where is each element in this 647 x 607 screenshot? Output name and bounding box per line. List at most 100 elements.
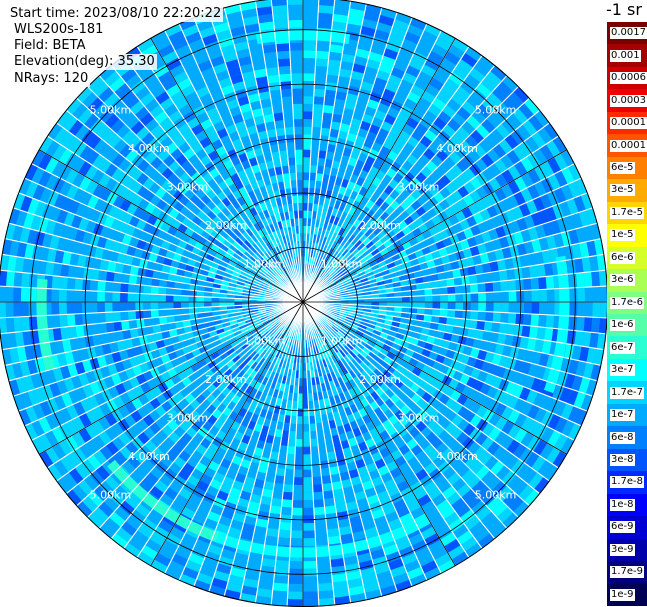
- ring-label: 2.00km: [359, 219, 401, 232]
- spoke-300: [38, 149, 304, 303]
- colorbar-tick-label: 1e-7: [610, 409, 635, 422]
- range-rings: [30, 29, 576, 575]
- colorbar: 0.0017 0.001 0.0006 0.0003 0.00017 0.0001 6e-5…: [607, 22, 647, 607]
- ppi-plot: 1.00km 1.00km 1.00km 1.00km 2.00km 2.00km 2.00…: [0, 0, 607, 607]
- ring-label: 5.00km: [90, 103, 132, 116]
- colorbar-tick-label: 0.0001: [610, 139, 647, 152]
- elevation-label: Elevation(deg): 35.30: [12, 54, 157, 70]
- colorbar-tick-label: 3e-5: [610, 184, 635, 197]
- colorbar-tick-label: 0.00017: [610, 117, 647, 130]
- colorbar-cell: 6e-6: [607, 246, 647, 270]
- colorbar-cell: 6e-8: [607, 426, 647, 450]
- colorbar-tick-label: 0.0003: [610, 94, 647, 107]
- colorbar-tick-label: 6e-8: [610, 431, 635, 444]
- colorbar-cell: 0.00017: [607, 111, 647, 135]
- ring-label: 1.00km: [321, 257, 363, 270]
- colorbar-cell: 1e-6: [607, 314, 647, 337]
- ring-label: 2.00km: [205, 219, 247, 232]
- colorbar-cell: 3e-6: [607, 269, 647, 293]
- ring-label: 2.00km: [205, 373, 247, 386]
- spoke-120: [302, 301, 568, 455]
- ring-labels: 1.00km 1.00km 1.00km 1.00km 2.00km 2.00km 2.00…: [90, 103, 517, 501]
- ring-label: 4.00km: [436, 142, 478, 155]
- colorbar-cell: 1.7e-9: [607, 561, 647, 585]
- colorbar-unit-label: -1 sr: [606, 0, 642, 19]
- nrays-label: NRays: 120: [12, 71, 91, 87]
- colorbar-cell: 3e-9: [607, 538, 647, 562]
- colorbar-tick-label: 6e-9: [610, 521, 635, 534]
- ring-label: 3.00km: [398, 180, 440, 193]
- colorbar-cell: 1e-5: [607, 224, 647, 248]
- colorbar-tick-label: 1.7e-7: [610, 386, 645, 399]
- colorbar-cell: 3e-5: [607, 179, 647, 203]
- ring-label: 3.00km: [167, 180, 209, 193]
- colorbar-cell: 3e-8: [607, 448, 647, 472]
- range-ring-4: [84, 83, 522, 521]
- colorbar-cell: 1e-8: [607, 493, 647, 517]
- range-ring-5: [30, 29, 576, 575]
- colorbar-cell: 6e-7: [607, 336, 647, 360]
- colorbar-tick-label: 3e-6: [610, 274, 635, 287]
- colorbar-tick-label: 1e-9: [610, 588, 635, 601]
- instrument-label: WLS200s-181: [12, 22, 106, 38]
- colorbar-cell: 6e-9: [607, 516, 647, 540]
- colorbar-tick-label: 3e-9: [610, 543, 635, 556]
- colorbar-cell: 0.0001: [607, 134, 647, 158]
- colorbar-tick-label: 3e-7: [610, 364, 635, 377]
- ring-label: 5.00km: [90, 489, 132, 502]
- colorbar-cell: 1.7e-5: [607, 201, 647, 225]
- colorbar-tick-label: 1e-6: [610, 319, 635, 332]
- ring-label: 3.00km: [398, 412, 440, 425]
- colorbar-cell: 0.0003: [607, 89, 647, 113]
- spoke-240: [38, 301, 304, 455]
- colorbar-tick-label: 1e-8: [610, 498, 635, 511]
- ring-label: 4.00km: [436, 450, 478, 463]
- ring-label: 2.00km: [359, 373, 401, 386]
- colorbar-tick-label: 6e-7: [610, 341, 635, 354]
- spoke-30: [302, 37, 456, 303]
- ray-separators: [0, 0, 607, 607]
- field-label: Field: BETA: [12, 38, 88, 54]
- ring-label: 4.00km: [128, 450, 170, 463]
- colorbar-cell: 1e-9: [607, 583, 647, 607]
- ring-label: 3.00km: [167, 412, 209, 425]
- colorbar-tick-label: 1.7e-9: [610, 566, 645, 579]
- spoke-150: [302, 301, 456, 567]
- colorbar-cell: 1.7e-8: [607, 471, 647, 495]
- ppi-cells: [0, 0, 607, 607]
- colorbar-cell: 1.7e-6: [607, 291, 647, 315]
- enhanced-arc-0: [215, 514, 431, 558]
- spoke-330: [150, 37, 304, 303]
- ring-label: 1.00km: [321, 335, 363, 348]
- start-time-label: Start time: 2023/08/10 22:20:22: [8, 6, 224, 22]
- spoke-210: [150, 301, 304, 567]
- colorbar-tick-label: 1e-5: [610, 229, 635, 242]
- ring-label: 5.00km: [475, 103, 517, 116]
- colorbar-cell: 1e-7: [607, 403, 647, 427]
- ring-label: 5.00km: [475, 489, 517, 502]
- colorbar-cell: 3e-7: [607, 358, 647, 382]
- colorbar-tick-label: 1.7e-8: [610, 476, 645, 489]
- colorbar-tick-label: 6e-5: [610, 161, 635, 174]
- colorbar-tick-label: 0.001: [610, 49, 641, 62]
- ring-label: 1.00km: [244, 257, 286, 270]
- colorbar-cell: 0.001: [607, 44, 647, 68]
- range-ring-1: [248, 247, 358, 357]
- colorbar-tick-label: 0.0017: [610, 27, 647, 40]
- colorbar-tick-label: 1.7e-6: [610, 296, 645, 309]
- colorbar-tick-label: 1.7e-5: [610, 206, 645, 219]
- colorbar-cell: 0.0017: [607, 22, 647, 45]
- range-ring-2: [193, 192, 413, 412]
- range-ring-3: [139, 138, 467, 466]
- colorbar-tick-label: 0.0006: [610, 72, 647, 85]
- colorbar-cell: 1.7e-7: [607, 381, 647, 405]
- colorbar-tick-label: 6e-6: [610, 251, 635, 264]
- ring-label: 1.00km: [244, 335, 286, 348]
- colorbar-cell: 6e-5: [607, 156, 647, 180]
- ring-label: 4.00km: [128, 142, 170, 155]
- colorbar-tick-label: 3e-8: [610, 453, 635, 466]
- spoke-60: [302, 149, 568, 303]
- enhanced-arc-2: [543, 255, 570, 394]
- colorbar-cell: 0.0006: [607, 66, 647, 90]
- azimuth-spokes: [0, 0, 607, 607]
